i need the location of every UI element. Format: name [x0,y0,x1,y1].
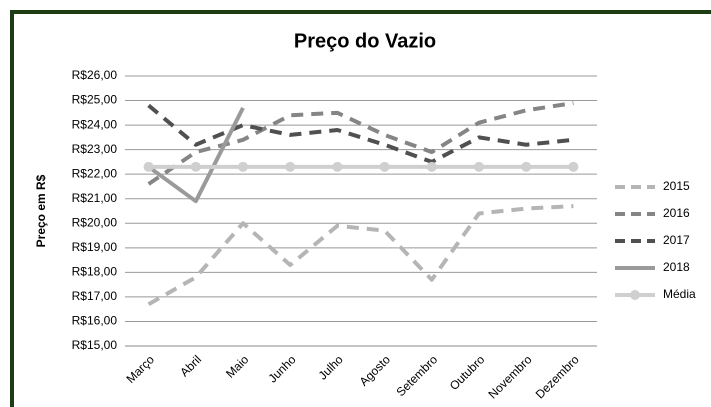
y-tick-label: R$24,00 [72,117,118,131]
x-tick-label: Dezembro [533,352,582,401]
x-tick-label: Setembro [393,352,440,399]
x-tick-label: Novembro [486,352,535,401]
x-tick-label: Abril [177,352,204,379]
y-tick-label: R$23,00 [72,142,118,156]
y-tick-label: R$21,00 [72,191,118,205]
point-marker [474,161,484,172]
series-line [147,103,574,164]
x-tick-label: Agosto [357,352,394,389]
point-marker [568,161,579,172]
legend-label: 2018 [663,260,690,274]
y-tick-label: R$26,00 [72,68,118,82]
series-line [147,204,574,307]
point-marker [143,161,154,172]
legend-label: Média [663,287,696,301]
y-tick-label: R$17,00 [72,289,118,303]
legend-label: 2015 [663,179,690,193]
point-marker [521,161,532,172]
point-marker [190,161,201,172]
y-tick-label: R$15,00 [72,338,118,352]
series-line [147,107,245,204]
x-tick-label: Outubro [447,352,488,393]
legend-label: 2017 [663,233,690,247]
point-marker [285,161,296,172]
point-marker [426,161,437,172]
legend-marker [630,290,640,300]
y-tick-label: R$16,00 [72,314,118,328]
x-tick-label: Março [123,352,157,386]
x-tick-label: Maio [223,352,252,381]
x-tick-label: Junho [266,352,299,385]
chart-title: Preço do Vazio [294,30,436,52]
point-marker [379,161,390,172]
point-marker [332,161,343,172]
point-marker [238,161,248,172]
legend-label: 2016 [663,206,690,220]
y-tick-label: R$25,00 [72,93,118,107]
series-line [147,101,574,186]
y-tick-label: R$18,00 [72,265,118,279]
y-tick-label: R$20,00 [72,215,118,229]
x-tick-label: Julho [316,352,346,382]
y-tick-label: R$22,00 [72,166,118,180]
y-tick-label: R$19,00 [72,240,118,254]
y-axis-label: Preço em R$ [34,174,48,247]
